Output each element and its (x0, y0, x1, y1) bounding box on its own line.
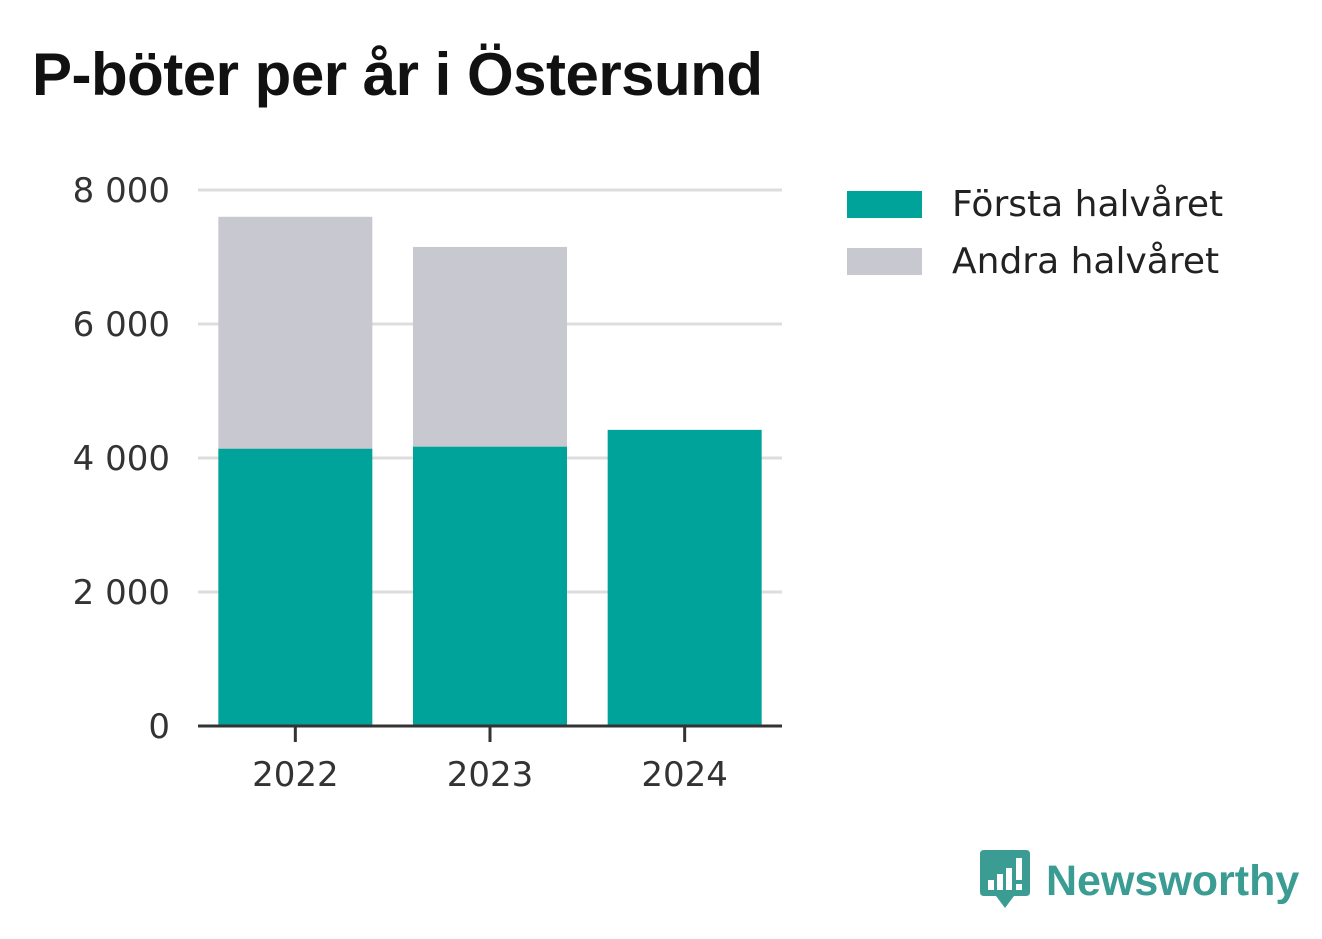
y-tick-label: 0 (148, 707, 170, 747)
y-tick-label: 8 000 (73, 171, 170, 211)
newsworthy-logo-icon (980, 850, 1030, 908)
brand-name: Newsworthy (1046, 856, 1300, 905)
legend-swatch-andra-halvaret (847, 248, 922, 275)
legend-item-forsta-halvaret: Första halvåret (847, 176, 1223, 233)
x-tick-label: 2024 (641, 755, 728, 795)
legend-swatch-forsta-halvaret (847, 191, 922, 218)
bar-2022-andra-halvaret (218, 216, 373, 449)
brand-logo: Newsworthy (980, 850, 1299, 912)
bar-2024-forsta-halvaret (607, 429, 762, 726)
y-tick-label: 2 000 (73, 573, 170, 613)
bar-2023-andra-halvaret (413, 246, 567, 447)
x-tick-label: 2022 (252, 755, 339, 795)
legend-label-forsta-halvaret: Första halvåret (952, 184, 1224, 225)
x-tick-label: 2023 (447, 755, 534, 795)
bar-2023-forsta-halvaret (413, 446, 567, 726)
chart-title: P-böter per år i Östersund (32, 41, 763, 108)
legend-item-andra-halvaret: Andra halvåret (847, 233, 1223, 290)
chart-legend: Första halvåret Andra halvåret (847, 176, 1223, 290)
bar-2022-forsta-halvaret (218, 448, 373, 726)
y-tick-label: 6 000 (73, 305, 170, 345)
y-tick-label: 4 000 (73, 439, 170, 479)
legend-label-andra-halvaret: Andra halvåret (952, 241, 1220, 282)
